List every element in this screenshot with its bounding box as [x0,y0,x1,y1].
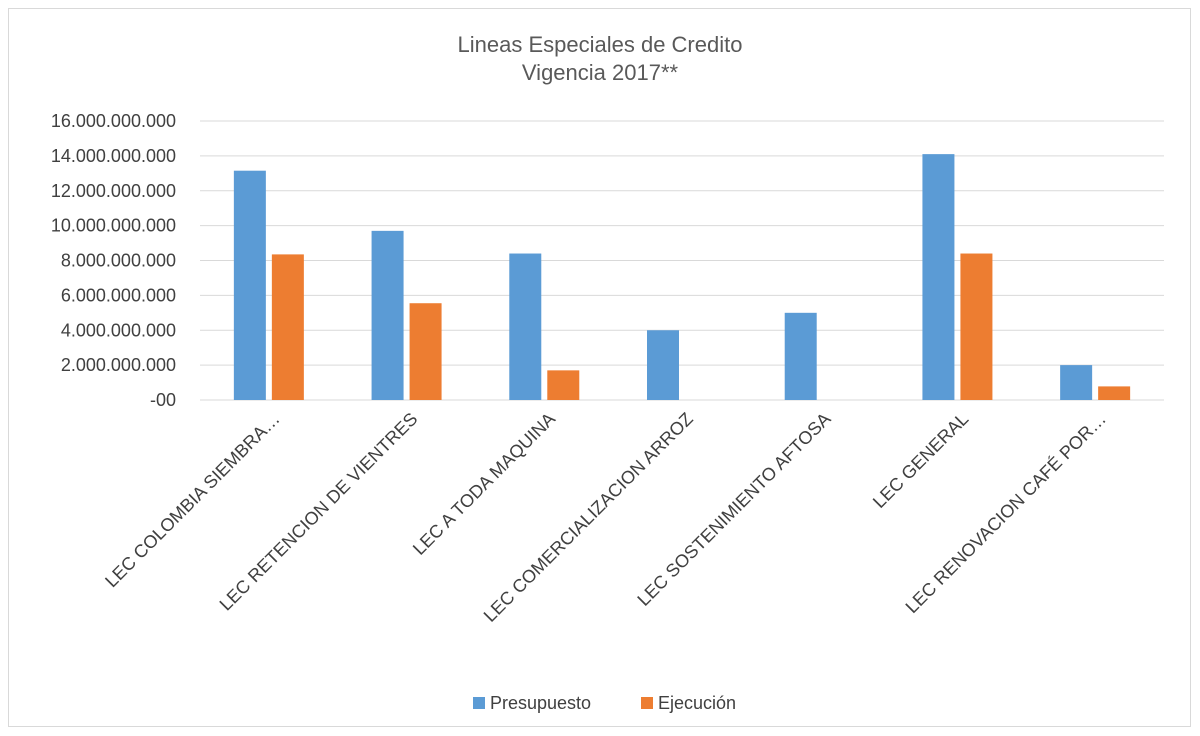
bar-ejecucion [547,370,580,400]
bar-ejecucion [960,253,993,400]
y-axis-tick-labels: -00 2.000.000.000 4.000.000.000 6.000.000.0… [51,111,176,410]
bar-presupuesto [1060,365,1093,400]
x-category-label: LEC A TODA MAQUINA [409,409,559,559]
y-tick-label: 6.000.000.000 [61,285,176,305]
x-category-label: LEC GENERAL [869,409,972,512]
y-tick-label: 4.000.000.000 [61,320,176,340]
bar-presupuesto [371,230,404,400]
bar-presupuesto [509,253,542,400]
y-tick-label: 14.000.000.000 [51,146,176,166]
gridlines [200,120,1164,401]
bar-presupuesto [922,154,955,400]
legend-label-ejecucion: Ejecución [658,693,736,713]
legend-swatch-presupuesto [473,697,485,709]
y-tick-label: 2.000.000.000 [61,355,176,375]
y-tick-label: 12.000.000.000 [51,181,176,201]
bar-ejecucion [1098,386,1131,400]
y-tick-label: 8.000.000.000 [61,251,176,271]
y-tick-label: 10.000.000.000 [51,216,176,236]
x-axis-category-labels: LEC COLOMBIA SIEMBRA…LEC RETENCION DE VI… [101,409,1110,626]
bar-ejecucion [271,254,304,400]
bar-presupuesto [647,330,679,400]
bar-presupuesto [233,170,266,400]
legend-swatch-ejecucion [641,697,653,709]
y-tick-label: -00 [150,390,176,410]
chart-title-line-1: Lineas Especiales de Credito [458,32,743,57]
bars [233,154,1131,400]
legend: Presupuesto Ejecución [473,693,736,713]
bar-ejecucion [409,303,442,400]
bar-presupuesto [784,312,817,400]
chart-container [8,8,1191,727]
chart-title-line-2: Vigencia 2017** [522,60,679,85]
y-tick-label: 16.000.000.000 [51,111,176,131]
chart-title: Lineas Especiales de Credito Vigencia 20… [458,32,743,85]
legend-label-presupuesto: Presupuesto [490,693,591,713]
